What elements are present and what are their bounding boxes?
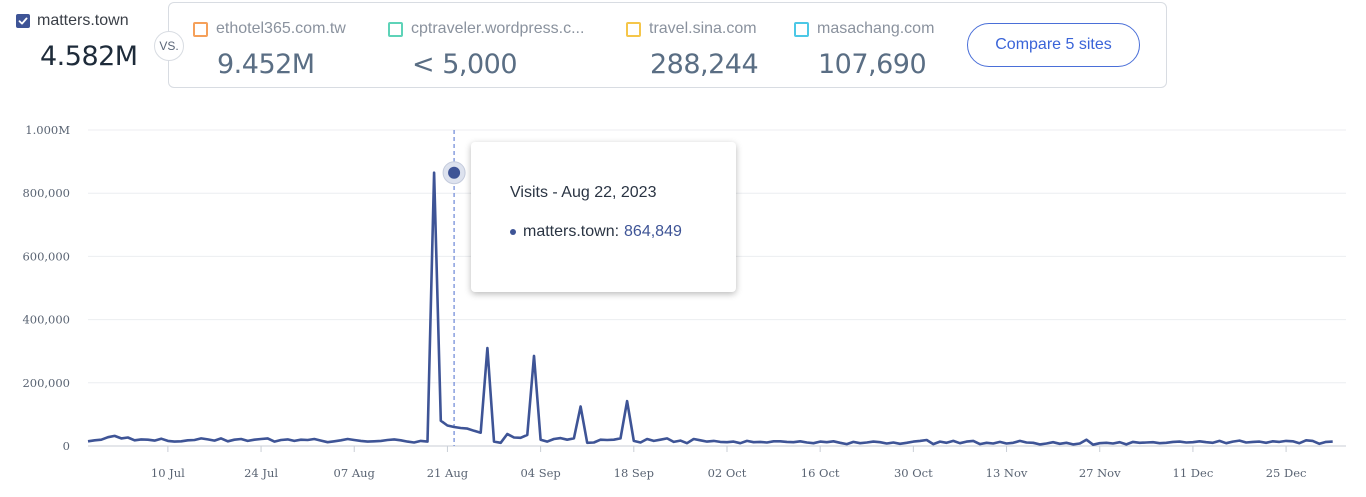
compare-sites-button[interactable]: Compare 5 sites: [967, 23, 1140, 67]
competitor-ethotel365[interactable]: ethotel365.com.tw 9.452M: [193, 17, 346, 80]
primary-site-name: matters.town: [37, 12, 129, 29]
primary-site: matters.town 4.582M: [16, 10, 156, 72]
competitor-name: masachang.com: [817, 20, 935, 37]
y-tick-label: 800,000: [22, 186, 70, 200]
x-tick-label: 24 Jul: [244, 466, 278, 480]
competitor-cptraveler[interactable]: cptraveler.wordpress.c... < 5,000: [388, 17, 584, 80]
x-axis-ticks: 10 Jul 24 Jul 07 Aug 21 Aug 04 Sep 18 Sep 02 O…: [151, 446, 1307, 480]
competitor-masachang[interactable]: masachang.com 107,690: [794, 17, 934, 80]
hover-point[interactable]: [448, 166, 461, 179]
x-tick-label: 02 Oct: [708, 466, 747, 480]
x-tick-label: 11 Dec: [1173, 466, 1214, 480]
y-tick-label: 1.000M: [25, 123, 70, 137]
series-dot-icon: [510, 229, 516, 235]
x-tick-label: 21 Aug: [427, 466, 469, 480]
competitor-visits: 107,690: [818, 49, 927, 80]
x-tick-label: 25 Dec: [1266, 466, 1307, 480]
x-tick-label: 07 Aug: [334, 466, 376, 480]
primary-site-checkbox[interactable]: [16, 14, 30, 28]
series-line-matters-town: [87, 171, 1333, 446]
tooltip-title: Visits - Aug 22, 2023: [510, 184, 657, 201]
y-tick-label: 200,000: [22, 376, 70, 390]
competitor-checkbox[interactable]: [388, 21, 403, 37]
tooltip-series-row: matters.town: 864,849: [510, 223, 682, 241]
competitor-visits: < 5,000: [412, 49, 518, 80]
competitor-name: travel.sina.com: [649, 20, 757, 37]
x-tick-label: 13 Nov: [986, 466, 1028, 480]
y-tick-label: 400,000: [22, 313, 70, 327]
vs-badge: VS.: [154, 31, 184, 61]
primary-site-row[interactable]: matters.town: [16, 10, 156, 32]
x-tick-label: 30 Oct: [894, 466, 933, 480]
competitor-name: cptraveler.wordpress.c...: [411, 20, 585, 37]
competitor-checkbox[interactable]: [626, 21, 641, 37]
x-tick-label: 27 Nov: [1079, 466, 1121, 480]
tooltip-series-label: matters.town:: [523, 223, 620, 240]
primary-site-visits: 4.582M: [40, 41, 138, 72]
x-tick-label: 18 Sep: [614, 466, 654, 480]
x-tick-label: 04 Sep: [520, 466, 560, 480]
competitors-panel: ethotel365.com.tw 9.452M cptraveler.word…: [168, 2, 1167, 88]
x-tick-label: 16 Oct: [801, 466, 840, 480]
tooltip-series-value: 864,849: [624, 223, 682, 240]
x-tick-label: 10 Jul: [151, 466, 185, 480]
competitor-checkbox[interactable]: [794, 21, 809, 37]
competitor-checkbox[interactable]: [193, 21, 208, 37]
y-tick-label: 600,000: [22, 249, 70, 263]
y-axis-ticks: 0 200,000 400,000 600,000 800,000 1.000M: [22, 123, 70, 453]
competitor-travel-sina[interactable]: travel.sina.com 288,244: [626, 17, 759, 80]
competitor-visits: 288,244: [650, 49, 759, 80]
chart-tooltip: Visits - Aug 22, 2023 matters.town: 864,…: [471, 142, 736, 292]
check-icon: [18, 17, 28, 25]
y-tick-label: 0: [63, 439, 70, 453]
competitor-visits: 9.452M: [217, 49, 315, 80]
competitor-name: ethotel365.com.tw: [216, 20, 346, 37]
